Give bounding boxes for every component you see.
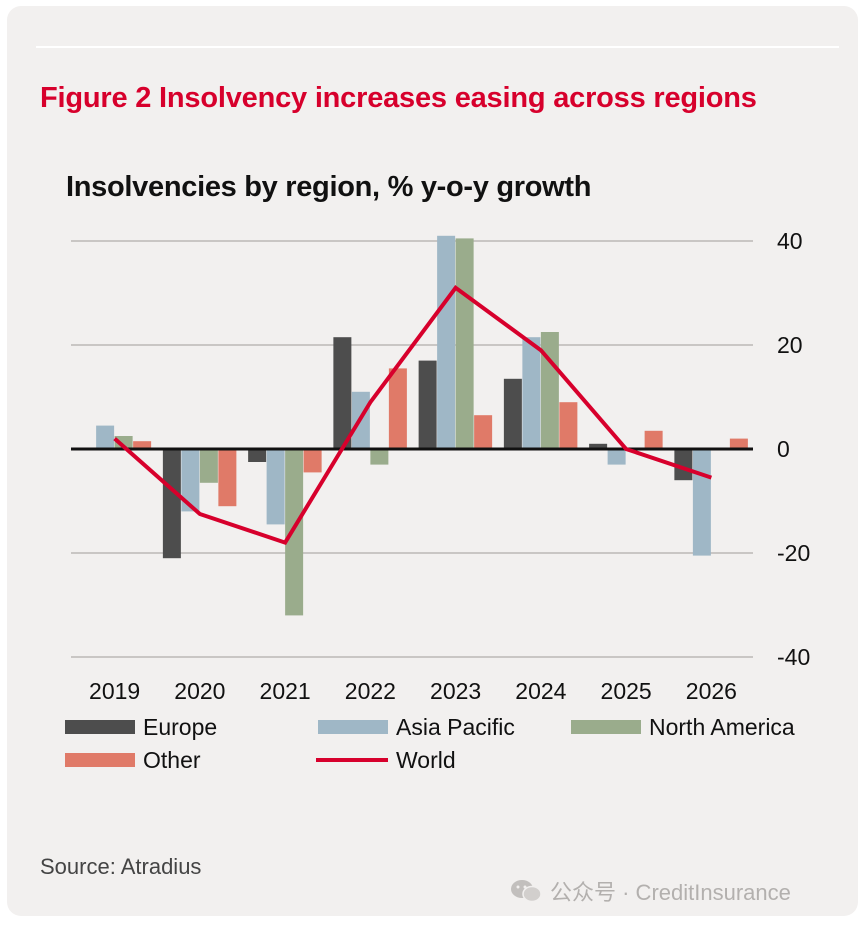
x-tick-label: 2020 <box>174 678 225 704</box>
bar-asia-pacific-2024 <box>522 337 541 449</box>
bar-north-america-2022 <box>370 449 389 465</box>
bar-other-2023 <box>474 415 493 449</box>
bar-asia-pacific-2019 <box>96 425 115 449</box>
bar-other-2019 <box>133 441 152 449</box>
y-tick-label: 20 <box>777 332 803 358</box>
bar-asia-pacific-2020 <box>181 449 200 512</box>
bar-europe-2024 <box>503 378 522 449</box>
x-tick-label: 2024 <box>515 678 566 704</box>
y-tick-label: 40 <box>777 228 803 254</box>
bar-other-2024 <box>559 402 578 449</box>
bar-europe-2026 <box>674 449 693 481</box>
x-tick-label: 2023 <box>430 678 481 704</box>
legend-item-other: Other <box>65 745 201 775</box>
y-tick-label: -40 <box>777 644 810 670</box>
bar-asia-pacific-2021 <box>266 449 285 525</box>
chart-plot: 40 20 0 -20 -40 2019 2020 2021 2022 2023 2024 2025 2… <box>71 228 810 704</box>
x-tick-label: 2025 <box>601 678 652 704</box>
figure-title: Figure 2 Insolvency increases easing acr… <box>40 82 757 114</box>
watermark-text: 公众号 · CreditInsurance <box>550 880 791 905</box>
bar-other-2026 <box>729 438 748 449</box>
watermark: 公众号 · CreditInsurance <box>510 875 791 907</box>
legend-swatch-north-america <box>571 720 641 734</box>
legend-item-europe: Europe <box>65 712 217 742</box>
x-tick-label: 2022 <box>345 678 396 704</box>
bar-europe-2022 <box>333 337 352 449</box>
legend-line-world <box>316 758 388 762</box>
legend-label-world: World <box>396 746 456 773</box>
bar-north-america-2023 <box>455 238 474 449</box>
legend-label-europe: Europe <box>143 713 218 740</box>
x-tick-label: 2021 <box>260 678 311 704</box>
y-tick-label: -20 <box>777 540 810 566</box>
bar-north-america-2021 <box>285 449 304 616</box>
legend-item-north-america: North America <box>571 712 795 742</box>
legend-swatch-other <box>65 753 135 767</box>
bar-north-america-2019 <box>114 436 133 449</box>
line-world <box>113 285 713 546</box>
x-tick-label: 2026 <box>686 678 737 704</box>
bar-other-2021 <box>303 449 322 473</box>
legend-label-asia-pacific: Asia Pacific <box>396 713 515 740</box>
bar-europe-2021 <box>248 449 267 462</box>
bar-other-2022 <box>388 368 407 449</box>
bar-other-2020 <box>218 449 237 507</box>
legend-swatch-europe <box>65 720 135 734</box>
bar-asia-pacific-2026 <box>692 449 711 556</box>
y-tick-label: 0 <box>777 436 790 462</box>
wechat-icon <box>511 880 542 903</box>
bar-asia-pacific-2025 <box>607 449 626 465</box>
figure-card: Figure 2 Insolvency increases easing acr… <box>7 6 858 916</box>
bar-asia-pacific-2023 <box>437 235 456 449</box>
x-tick-label: 2019 <box>89 678 140 704</box>
legend-item-asia-pacific: Asia Pacific <box>318 712 515 742</box>
chart-title: Insolvencies by region, % y-o-y growth <box>66 171 592 203</box>
legend-swatch-asia-pacific <box>318 720 388 734</box>
legend-item-world: World <box>316 745 456 775</box>
bar-europe-2025 <box>589 443 608 449</box>
bar-north-america-2024 <box>540 332 559 449</box>
source-note: Source: Atradius <box>40 854 202 879</box>
bar-north-america-2020 <box>199 449 218 483</box>
legend-label-other: Other <box>143 746 201 773</box>
bar-europe-2023 <box>418 360 437 449</box>
bar-europe-2020 <box>162 449 181 559</box>
legend-label-north-america: North America <box>649 713 795 740</box>
top-rule <box>36 46 839 48</box>
bar-other-2025 <box>644 430 663 449</box>
